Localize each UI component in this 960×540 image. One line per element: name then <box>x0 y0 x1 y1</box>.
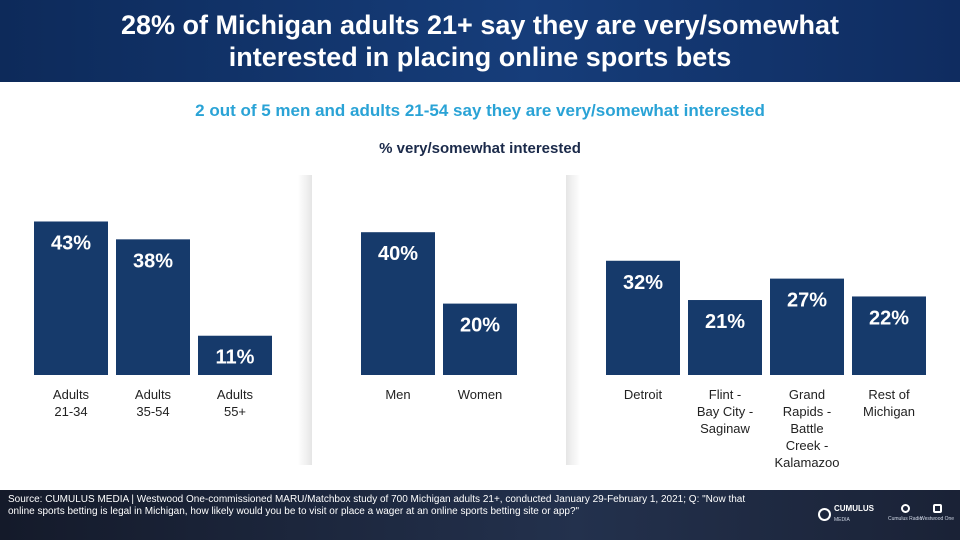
category-label-line: Detroit <box>624 387 663 402</box>
footer: Source: CUMULUS MEDIA | Westwood One-com… <box>0 490 960 540</box>
category-label-line: Kalamazoo <box>774 455 839 470</box>
wwo-logo-text: Westwood One <box>920 516 955 522</box>
cumulus-logo-icon <box>818 508 831 521</box>
westwood-one-logo: Westwood One <box>920 504 954 524</box>
data-label: 40% <box>378 243 418 265</box>
bar <box>606 260 680 375</box>
data-label: 27% <box>787 290 827 312</box>
title-banner: 28% of Michigan adults 21+ say they are … <box>0 0 960 82</box>
data-label: 43% <box>51 232 91 254</box>
category-label: Grand Rapids - Battle Creek - Kalamazoo <box>774 387 839 470</box>
bar <box>361 232 435 375</box>
cumulus-logo-text: CUMULUS <box>834 504 874 513</box>
bar-chart: 43% Adults 21-34 38% Adults 35-54 11% Adults 55+… <box>34 221 926 470</box>
category-label: Flint - Bay City - Saginaw <box>697 387 753 436</box>
category-label: Rest of Michigan <box>863 387 915 419</box>
data-label: 38% <box>133 250 173 272</box>
bar <box>770 278 844 375</box>
category-label-line: Adults <box>53 387 90 402</box>
category-label: Adults 55+ <box>217 387 254 419</box>
radio-logo-text: Cumulus Radio <box>888 516 923 522</box>
title-line-1: 28% of Michigan adults 21+ say they are … <box>120 10 840 40</box>
category-label-line: Grand <box>789 387 825 402</box>
category-label-line: Bay City - <box>697 404 753 419</box>
category-label-line: Rapids - <box>783 404 831 419</box>
data-label: 22% <box>869 307 909 329</box>
subtitle: 2 out of 5 men and adults 21-54 say they… <box>195 101 765 120</box>
category-label: Women <box>458 387 503 402</box>
category-label-line: Saginaw <box>700 421 750 436</box>
bar <box>116 239 190 375</box>
bar <box>198 335 272 375</box>
data-label: 11% <box>216 347 255 369</box>
category-label: Detroit <box>624 387 663 402</box>
category-label: Adults 21-34 <box>53 387 90 419</box>
category-label-line: Michigan <box>863 404 915 419</box>
data-label: 20% <box>460 315 500 337</box>
data-label: 32% <box>623 272 663 294</box>
source-note: Source: CUMULUS MEDIA | Westwood One-com… <box>8 494 746 517</box>
group-divider-left <box>298 175 312 465</box>
category-label-line: Battle <box>790 421 823 436</box>
category-label-line: Adults <box>217 387 254 402</box>
cumulus-logo-subtext: MEDIA <box>834 517 850 523</box>
category-label-line: Flint - <box>709 387 742 402</box>
bar <box>852 296 926 375</box>
category-label-line: Creek - <box>786 438 829 453</box>
title-line-2: interested in placing online sports bets <box>228 42 732 72</box>
group-divider-right <box>566 175 580 465</box>
bar <box>443 303 517 375</box>
category-label-line: 55+ <box>224 404 246 419</box>
chart-title: % very/somewhat interested <box>379 140 581 157</box>
category-label-line: Men <box>385 387 410 402</box>
bar <box>688 300 762 375</box>
cumulus-media-logo: CUMULUS MEDIA <box>818 504 874 525</box>
category-label: Adults 35-54 <box>135 387 172 419</box>
category-label-line: 21-34 <box>54 404 87 419</box>
category-label-line: Women <box>458 387 503 402</box>
category-label-line: Adults <box>135 387 172 402</box>
category-label-line: 35-54 <box>136 404 169 419</box>
category-label: Men <box>385 387 410 402</box>
category-label-line: Rest of <box>868 387 910 402</box>
radio-logo-icon <box>900 504 910 513</box>
cumulus-radio-logo: Cumulus Radio <box>888 504 922 524</box>
bar <box>34 221 108 375</box>
wwo-logo-icon <box>932 504 942 513</box>
data-label: 21% <box>705 311 745 333</box>
